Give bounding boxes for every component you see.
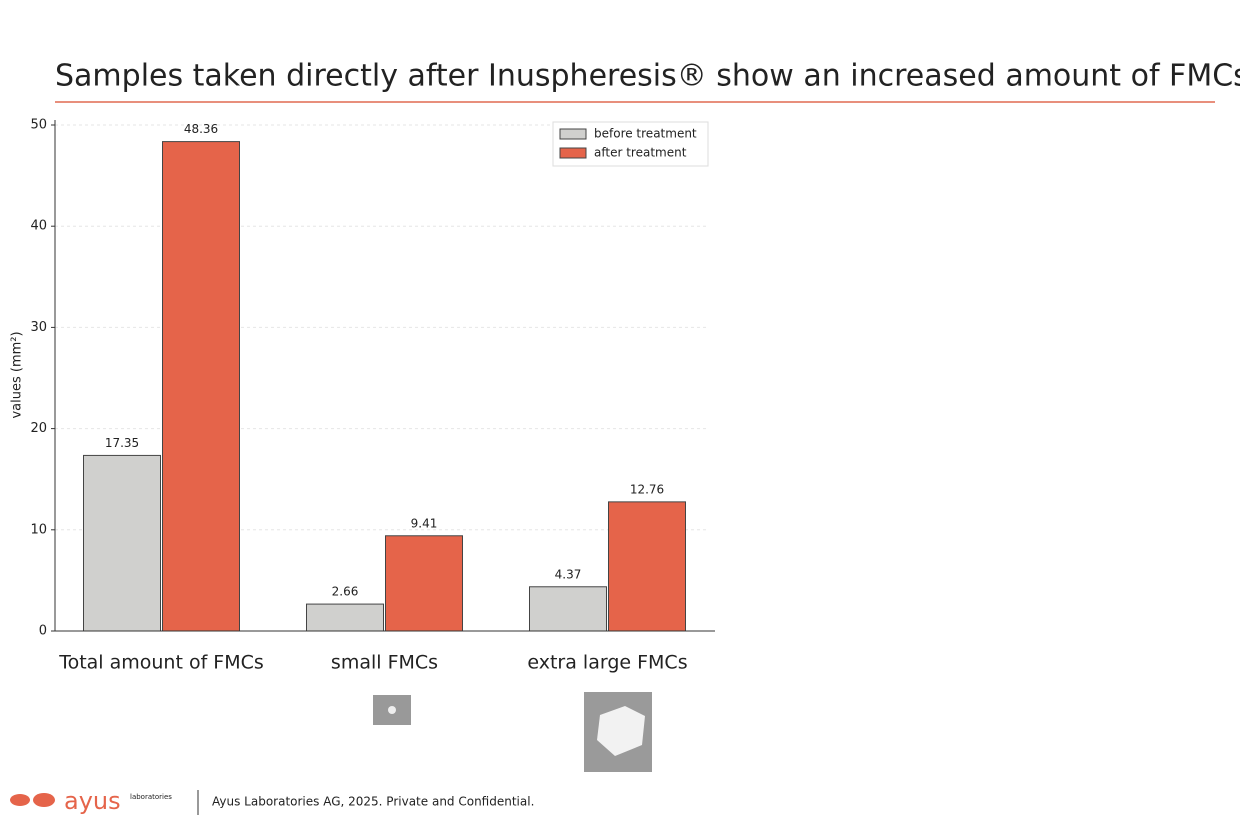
bar (608, 501, 686, 632)
y-tick-label: 0 (39, 624, 47, 639)
data-label: 2.66 (332, 585, 359, 599)
y-tick-label: 40 (30, 219, 47, 234)
logo-shape (33, 793, 55, 807)
y-tick-label: 10 (30, 522, 47, 537)
data-label: 9.41 (411, 516, 438, 530)
y-tick-label: 20 (30, 421, 47, 436)
x-tick-label: extra large FMCs (527, 652, 687, 674)
brand: ayus (64, 787, 121, 815)
logo-shape (10, 794, 30, 806)
data-label: 48.36 (184, 122, 218, 136)
legend-label: after treatment (594, 146, 687, 160)
bar (529, 586, 607, 632)
y-axis-label: values (mm²) (10, 331, 25, 418)
data-label: 4.37 (555, 567, 582, 581)
bar (83, 454, 161, 632)
footer-text: Ayus Laboratories AG, 2025. Private and … (212, 795, 534, 809)
y-tick-label: 50 (30, 118, 47, 133)
x-tick-label: Total amount of FMCs (58, 652, 264, 674)
legend-label: before treatment (594, 127, 697, 141)
data-label: 17.35 (105, 436, 139, 450)
bar (385, 535, 463, 632)
sample-particle (597, 706, 645, 756)
data-label: 12.76 (630, 482, 664, 496)
legend-swatch (559, 128, 587, 140)
bar (162, 141, 240, 632)
y-tick-label: 30 (30, 320, 47, 335)
brand-sub: laboratories (130, 793, 172, 801)
legend-swatch (559, 147, 587, 159)
x-tick-label: small FMCs (331, 652, 438, 674)
slide-title: Samples taken directly after Inuspheresi… (55, 59, 1240, 94)
bar (306, 603, 384, 632)
sample-particle (388, 706, 396, 714)
